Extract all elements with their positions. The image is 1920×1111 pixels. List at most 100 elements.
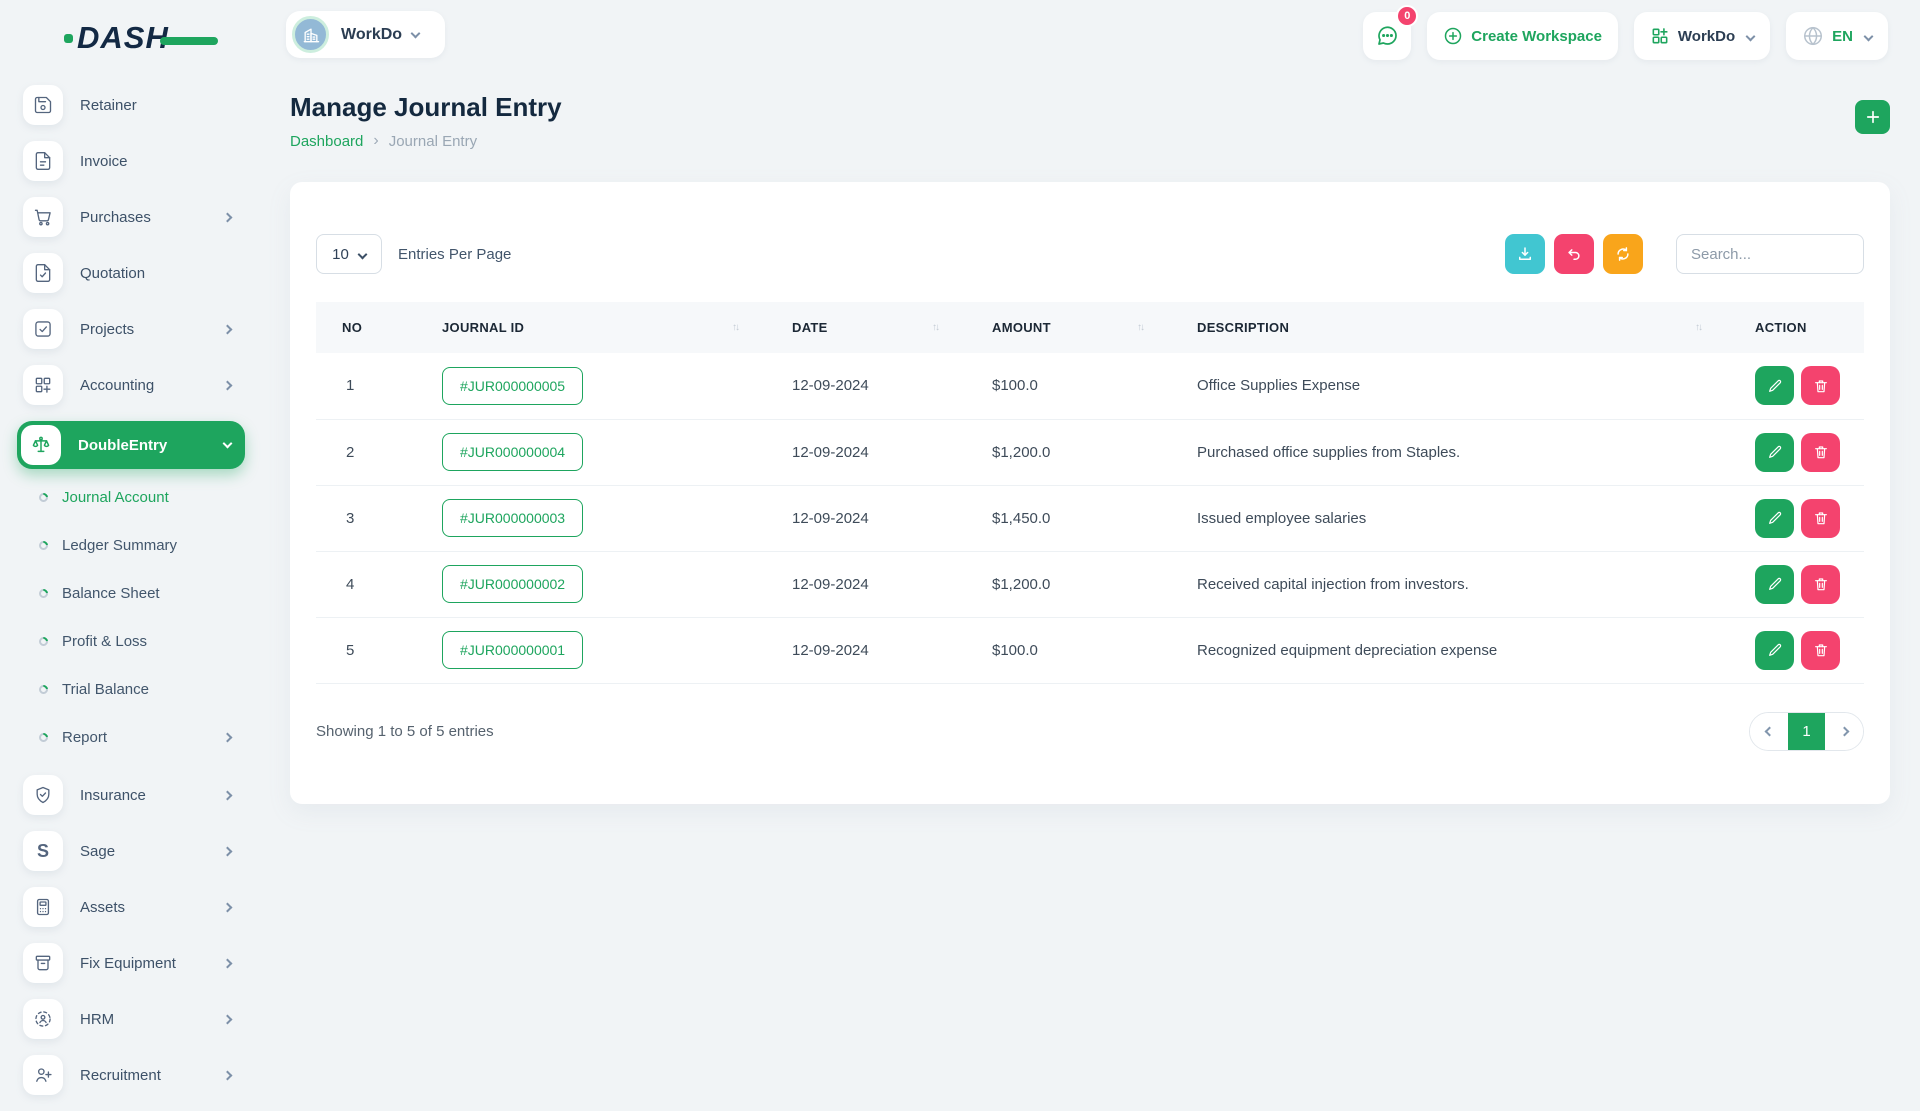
trash-icon: [1814, 380, 1827, 393]
workspace-selector[interactable]: WorkDo: [286, 11, 446, 58]
workspace-name: WorkDo: [341, 25, 403, 43]
chevron-right-icon: [222, 846, 233, 856]
showing-entries-text: Showing 1 to 5 of 5 entries: [316, 722, 494, 740]
entries-per-page-select[interactable]: 10: [316, 234, 382, 274]
row-amount: $1,450.0: [968, 485, 1173, 552]
column-header-date[interactable]: DATE ↑↓: [768, 302, 968, 353]
previous-page-button[interactable]: [1750, 712, 1788, 750]
edit-button[interactable]: [1755, 498, 1794, 538]
bullet-icon: [37, 682, 50, 696]
submenu-item-profit-loss[interactable]: Profit & Loss: [23, 631, 239, 651]
chevron-right-icon: [222, 902, 233, 912]
page-number-current[interactable]: 1: [1788, 712, 1825, 750]
delete-button[interactable]: [1801, 630, 1840, 670]
shield-check-icon: [23, 775, 63, 815]
breadcrumb-dashboard-link[interactable]: Dashboard: [290, 132, 364, 150]
next-page-button[interactable]: [1825, 712, 1863, 750]
submenu-item-journal-account[interactable]: Journal Account: [23, 487, 239, 507]
bullet-icon: [37, 586, 50, 600]
bullet-icon: [37, 490, 50, 504]
search-input[interactable]: [1676, 234, 1864, 274]
table-controls: 10 Entries Per Page: [316, 234, 1864, 274]
pencil-icon: [1768, 511, 1781, 524]
export-download-button[interactable]: [1505, 234, 1545, 274]
journal-id-link[interactable]: #JUR000000002: [442, 565, 584, 603]
sidebar-item-retainer[interactable]: Retainer: [23, 85, 239, 125]
chevron-right-icon: [222, 324, 233, 334]
sidebar-item-assets[interactable]: Assets: [23, 887, 239, 927]
refresh-button[interactable]: [1603, 234, 1643, 274]
edit-button[interactable]: [1755, 630, 1794, 670]
delete-button[interactable]: [1801, 366, 1840, 406]
row-number: 2: [316, 419, 418, 486]
submenu-item-trial-balance[interactable]: Trial Balance: [23, 679, 239, 699]
sage-letter-icon: S: [23, 831, 63, 871]
sidebar-item-projects[interactable]: Projects: [23, 309, 239, 349]
row-amount: $100.0: [968, 353, 1173, 420]
language-selector[interactable]: EN: [1786, 12, 1888, 60]
sidebar-item-fix-equipment[interactable]: Fix Equipment: [23, 943, 239, 983]
journal-id-link[interactable]: #JUR000000001: [442, 631, 584, 669]
sidebar-item-recruitment[interactable]: Recruitment: [23, 1055, 239, 1095]
chevron-right-icon: [222, 1014, 233, 1024]
chevron-right-icon: [222, 1070, 233, 1080]
journal-entry-card: 10 Entries Per Page NO: [290, 182, 1890, 804]
table-footer: Showing 1 to 5 of 5 entries 1: [316, 711, 1864, 751]
submenu-item-ledger-summary[interactable]: Ledger Summary: [23, 535, 239, 555]
journal-id-link[interactable]: #JUR000000005: [442, 366, 584, 405]
chevron-right-icon: [222, 958, 233, 968]
create-journal-entry-button[interactable]: [1855, 100, 1890, 134]
plus-circle-icon: [1445, 27, 1462, 45]
messages-button[interactable]: 0: [1363, 5, 1419, 60]
sidebar-item-insurance[interactable]: Insurance: [23, 775, 239, 815]
refresh-icon: [1617, 247, 1629, 261]
row-date: 12-09-2024: [768, 617, 968, 684]
delete-button[interactable]: [1801, 564, 1840, 604]
messages-badge: 0: [1396, 5, 1419, 27]
row-number: 1: [316, 353, 418, 420]
sidebar-item-sage[interactable]: S Sage: [23, 831, 239, 871]
entries-per-page-label: Entries Per Page: [398, 245, 512, 263]
bullet-icon: [37, 538, 50, 552]
sidebar-item-doubleentry[interactable]: DoubleEntry: [17, 421, 245, 469]
chat-bubble-icon: [1378, 26, 1398, 45]
undo-arrow-icon: [1568, 249, 1580, 260]
journal-id-link[interactable]: #JUR000000004: [442, 433, 584, 471]
row-number: 4: [316, 551, 418, 618]
submenu-item-balance-sheet[interactable]: Balance Sheet: [23, 583, 239, 603]
trash-icon: [1814, 644, 1827, 657]
journal-id-link[interactable]: #JUR000000003: [442, 499, 584, 537]
archive-box-icon: [23, 943, 63, 983]
undo-reset-button[interactable]: [1554, 234, 1594, 274]
edit-button[interactable]: [1755, 366, 1794, 406]
chevron-right-icon: [222, 380, 233, 390]
sort-icon: ↑↓: [732, 322, 740, 333]
language-code: EN: [1832, 27, 1853, 45]
column-header-amount[interactable]: AMOUNT ↑↓: [968, 302, 1173, 353]
create-workspace-button[interactable]: Create Workspace: [1427, 12, 1618, 60]
delete-button[interactable]: [1801, 498, 1840, 538]
edit-button[interactable]: [1755, 432, 1794, 472]
logo-accent-dot: [64, 33, 73, 43]
row-amount: $1,200.0: [968, 419, 1173, 486]
sidebar-item-accounting[interactable]: Accounting: [23, 365, 239, 405]
sidebar-item-purchases[interactable]: Purchases: [23, 197, 239, 237]
pencil-icon: [1768, 445, 1781, 458]
grid-plus-icon: [1652, 28, 1668, 44]
grid-plus-icon: [23, 365, 63, 405]
column-header-journal-id[interactable]: JOURNAL ID ↑↓: [418, 302, 768, 353]
app-logo[interactable]: DASH: [64, 20, 218, 56]
sidebar-item-hrm[interactable]: HRM: [23, 999, 239, 1039]
building-icon: [303, 28, 319, 42]
submenu-item-report[interactable]: Report: [23, 727, 239, 747]
delete-button[interactable]: [1801, 432, 1840, 472]
download-icon: [1519, 247, 1531, 260]
user-plus-icon: [23, 1055, 63, 1095]
column-header-no: NO: [316, 302, 418, 353]
row-date: 12-09-2024: [768, 353, 968, 420]
column-header-description[interactable]: DESCRIPTION ↑↓: [1173, 302, 1731, 353]
sidebar-item-quotation[interactable]: Quotation: [23, 253, 239, 293]
edit-button[interactable]: [1755, 564, 1794, 604]
sidebar-item-invoice[interactable]: Invoice: [23, 141, 239, 181]
company-menu-button[interactable]: WorkDo: [1633, 12, 1771, 60]
